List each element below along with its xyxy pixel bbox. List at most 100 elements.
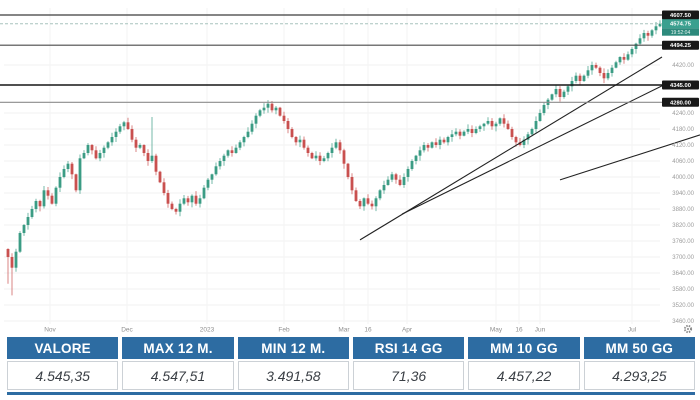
y-axis-tick: 4180.00 <box>672 127 694 133</box>
candle-body <box>654 26 658 31</box>
candle-body <box>522 139 526 145</box>
header-mm-50gg: MM 50 GG <box>583 337 695 359</box>
candle-body <box>202 187 206 199</box>
candle-body <box>478 126 482 129</box>
candle-body <box>310 153 314 159</box>
candle-body <box>170 203 174 209</box>
candle-body <box>258 110 262 116</box>
candle-body <box>274 107 278 111</box>
candle-body <box>494 123 498 127</box>
candle-body <box>226 150 230 156</box>
trendline[interactable] <box>559 134 700 181</box>
candle-body <box>266 103 270 108</box>
candle-body <box>10 257 14 268</box>
candle-body <box>298 139 302 143</box>
x-axis-label: 16 <box>364 327 372 334</box>
candle-body <box>658 23 662 27</box>
candle-body <box>122 122 126 127</box>
y-axis-tick: 4240.00 <box>672 111 694 117</box>
candle-body <box>570 81 574 87</box>
candle-body <box>426 145 430 148</box>
candle-body <box>150 155 154 161</box>
candle-body <box>314 155 318 159</box>
candle-body <box>50 195 54 204</box>
candle-body <box>178 203 182 212</box>
candle-body <box>82 153 86 159</box>
settings-gear-icon[interactable] <box>683 324 693 334</box>
value-min-12m: 3.491,58 <box>237 361 349 390</box>
candle-body <box>542 105 546 113</box>
candle-body <box>306 147 310 153</box>
candle-body <box>222 155 226 161</box>
candlestick-chart[interactable]: 4420.00 4240.00 4180.00 4120.00 4060.00 4000.… <box>0 0 700 336</box>
candle-body <box>262 107 266 111</box>
candle-body <box>174 209 178 212</box>
candle-body <box>414 155 418 161</box>
x-axis-label: May <box>490 327 503 334</box>
candle-body <box>38 201 42 207</box>
candle-body <box>158 171 162 183</box>
candle-body <box>214 166 218 175</box>
candle-body <box>642 33 646 39</box>
candle-body <box>514 137 518 143</box>
candle-body <box>430 142 434 148</box>
candle-body <box>346 163 350 177</box>
candle-body <box>338 142 342 151</box>
candle-body <box>42 190 46 207</box>
candle-body <box>602 73 606 79</box>
svg-text:4607.50: 4607.50 <box>670 13 691 19</box>
candle-body <box>86 145 90 153</box>
candle-body <box>334 142 338 148</box>
candle-body <box>190 195 194 203</box>
candle-body <box>498 118 502 124</box>
candle-body <box>238 142 242 148</box>
candle-body <box>482 123 486 127</box>
candle-body <box>406 169 410 177</box>
trendline[interactable] <box>401 83 667 215</box>
candle-body <box>538 113 542 121</box>
x-axis-label: 2023 <box>200 327 215 334</box>
candle-body <box>610 67 614 73</box>
candle-body <box>70 163 74 175</box>
value-max-12m: 4.547,51 <box>122 361 234 390</box>
header-max-12m: MAX 12 M. <box>122 337 234 359</box>
candle-body <box>402 177 406 185</box>
candle-body <box>66 163 70 169</box>
candle-body <box>526 134 530 140</box>
price-level-badge: 4607.50 <box>662 10 699 20</box>
candle-body <box>58 177 62 188</box>
candle-body <box>78 158 82 191</box>
candle-body <box>114 131 118 137</box>
candle-body <box>374 198 378 207</box>
y-axis-tick: 3580.00 <box>672 287 694 293</box>
candle-body <box>270 103 274 111</box>
x-axis-label: Dec <box>121 327 133 334</box>
candle-body <box>210 174 214 180</box>
candle-body <box>294 137 298 143</box>
value-mm-10gg: 4.457,22 <box>468 361 580 390</box>
candle-body <box>94 150 98 159</box>
candle-body <box>554 89 558 95</box>
candle-body <box>370 203 374 207</box>
x-axis-label: Nov <box>44 327 56 334</box>
candle-body <box>206 179 210 188</box>
candle-body <box>138 145 142 148</box>
candle-body <box>458 131 462 136</box>
svg-text:19:52:04: 19:52:04 <box>671 30 691 36</box>
header-mm-10gg: MM 10 GG <box>468 337 580 359</box>
y-axis-tick: 3520.00 <box>672 303 694 309</box>
candle-body <box>198 198 202 204</box>
candle-body <box>466 129 470 132</box>
value-valore: 4.545,35 <box>7 361 119 390</box>
candle-body <box>550 94 554 100</box>
y-axis-tick: 3640.00 <box>672 271 694 277</box>
candle-body <box>506 123 510 129</box>
candle-body <box>34 201 38 209</box>
price-level-badge: 4280.00 <box>662 97 699 107</box>
candle-body <box>30 209 34 217</box>
candle-body <box>26 217 30 225</box>
candle-body <box>318 155 322 161</box>
candle-body <box>606 73 610 79</box>
candle-body <box>590 65 594 71</box>
candle-body <box>574 75 578 81</box>
